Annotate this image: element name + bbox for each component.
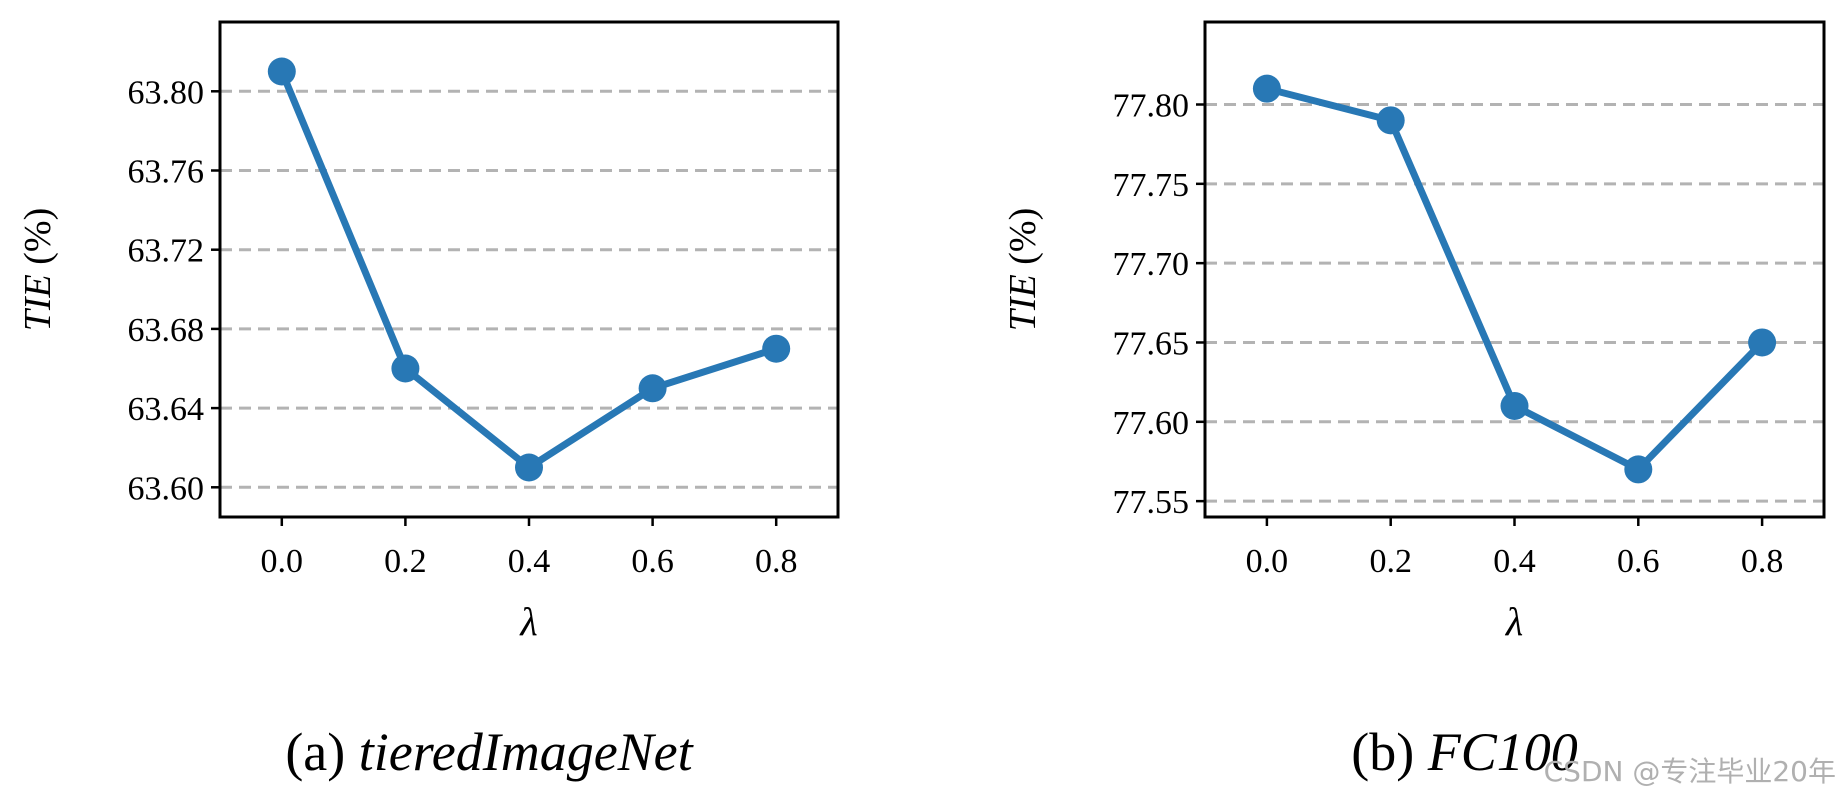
data-point: [1376, 106, 1405, 135]
panel-caption: (b) FC100: [1351, 722, 1577, 782]
x-tick-label: 0.0: [1246, 543, 1289, 580]
x-axis-label: λ: [1505, 599, 1523, 644]
caption-prefix: (a): [285, 722, 358, 782]
y-tick-label: 63.68: [128, 312, 205, 349]
y-tick-label: 77.75: [1113, 167, 1190, 204]
y-tick-label: 77.55: [1113, 484, 1190, 521]
y-axis-label-main: TIE: [1002, 274, 1044, 331]
data-point: [638, 374, 667, 403]
x-tick-label: 0.2: [1369, 543, 1412, 580]
x-axis-label: λ: [519, 599, 537, 644]
y-tick-label: 77.60: [1113, 405, 1190, 442]
data-point: [1624, 455, 1653, 484]
plot-frame: [218, 20, 840, 519]
y-axis-label: TIE (%): [17, 208, 59, 331]
data-point: [391, 354, 420, 383]
data-point: [267, 57, 296, 86]
x-tick-label: 0.6: [1617, 543, 1660, 580]
x-tick-label: 0.6: [631, 543, 674, 580]
watermark: CSDN @专注毕业20年: [1544, 755, 1836, 788]
chart-panel-b: 0.0 0.2 0.4 0.6 0.8 77.55 77.60 77.65 77.70 77.7…: [1002, 20, 1826, 782]
data-points: [267, 57, 791, 482]
x-ticks: 0.0 0.2 0.4 0.6 0.8: [261, 517, 798, 580]
x-tick-label: 0.8: [755, 543, 798, 580]
y-tick-label: 63.76: [128, 154, 205, 191]
caption-prefix: (b): [1351, 722, 1427, 782]
data-points: [1252, 74, 1777, 484]
data-point: [515, 453, 543, 482]
x-tick-label: 0.0: [261, 543, 304, 580]
y-axis-label-unit: (%): [17, 208, 59, 274]
data-point: [1748, 328, 1777, 357]
y-tick-label: 63.64: [128, 391, 205, 428]
data-point: [1500, 391, 1529, 420]
y-axis-label-main: TIE: [17, 274, 59, 331]
y-axis-label: TIE (%): [1002, 208, 1044, 331]
panel-caption: (a) tieredImageNet: [285, 722, 694, 782]
x-tick-label: 0.2: [384, 543, 427, 580]
data-point: [762, 334, 791, 363]
caption-dataset: tieredImageNet: [359, 722, 695, 782]
chart-panel-a: 0.0 0.2 0.4 0.6 0.8 63.60 63.64 63.68 63.72 63.7…: [17, 20, 840, 782]
caption-dataset: FC100: [1427, 722, 1578, 782]
x-tick-label: 0.4: [508, 543, 551, 580]
y-tick-label: 63.80: [128, 74, 205, 111]
y-tick-label: 63.72: [128, 233, 205, 270]
y-ticks: 77.55 77.60 77.65 77.70 77.75 77.80: [1113, 88, 1205, 521]
y-axis-label-unit: (%): [1002, 208, 1044, 274]
y-tick-label: 63.60: [128, 470, 205, 507]
x-tick-label: 0.8: [1741, 543, 1784, 580]
y-ticks: 63.60 63.64 63.68 63.72 63.76 63.80: [128, 74, 220, 507]
y-tick-label: 77.70: [1113, 246, 1190, 283]
data-point: [1252, 74, 1281, 103]
x-ticks: 0.0 0.2 0.4 0.6 0.8: [1246, 517, 1784, 580]
y-tick-label: 77.80: [1113, 88, 1190, 125]
x-tick-label: 0.4: [1493, 543, 1536, 580]
grid-lines: [1205, 103, 1824, 503]
y-tick-label: 77.65: [1113, 325, 1190, 362]
